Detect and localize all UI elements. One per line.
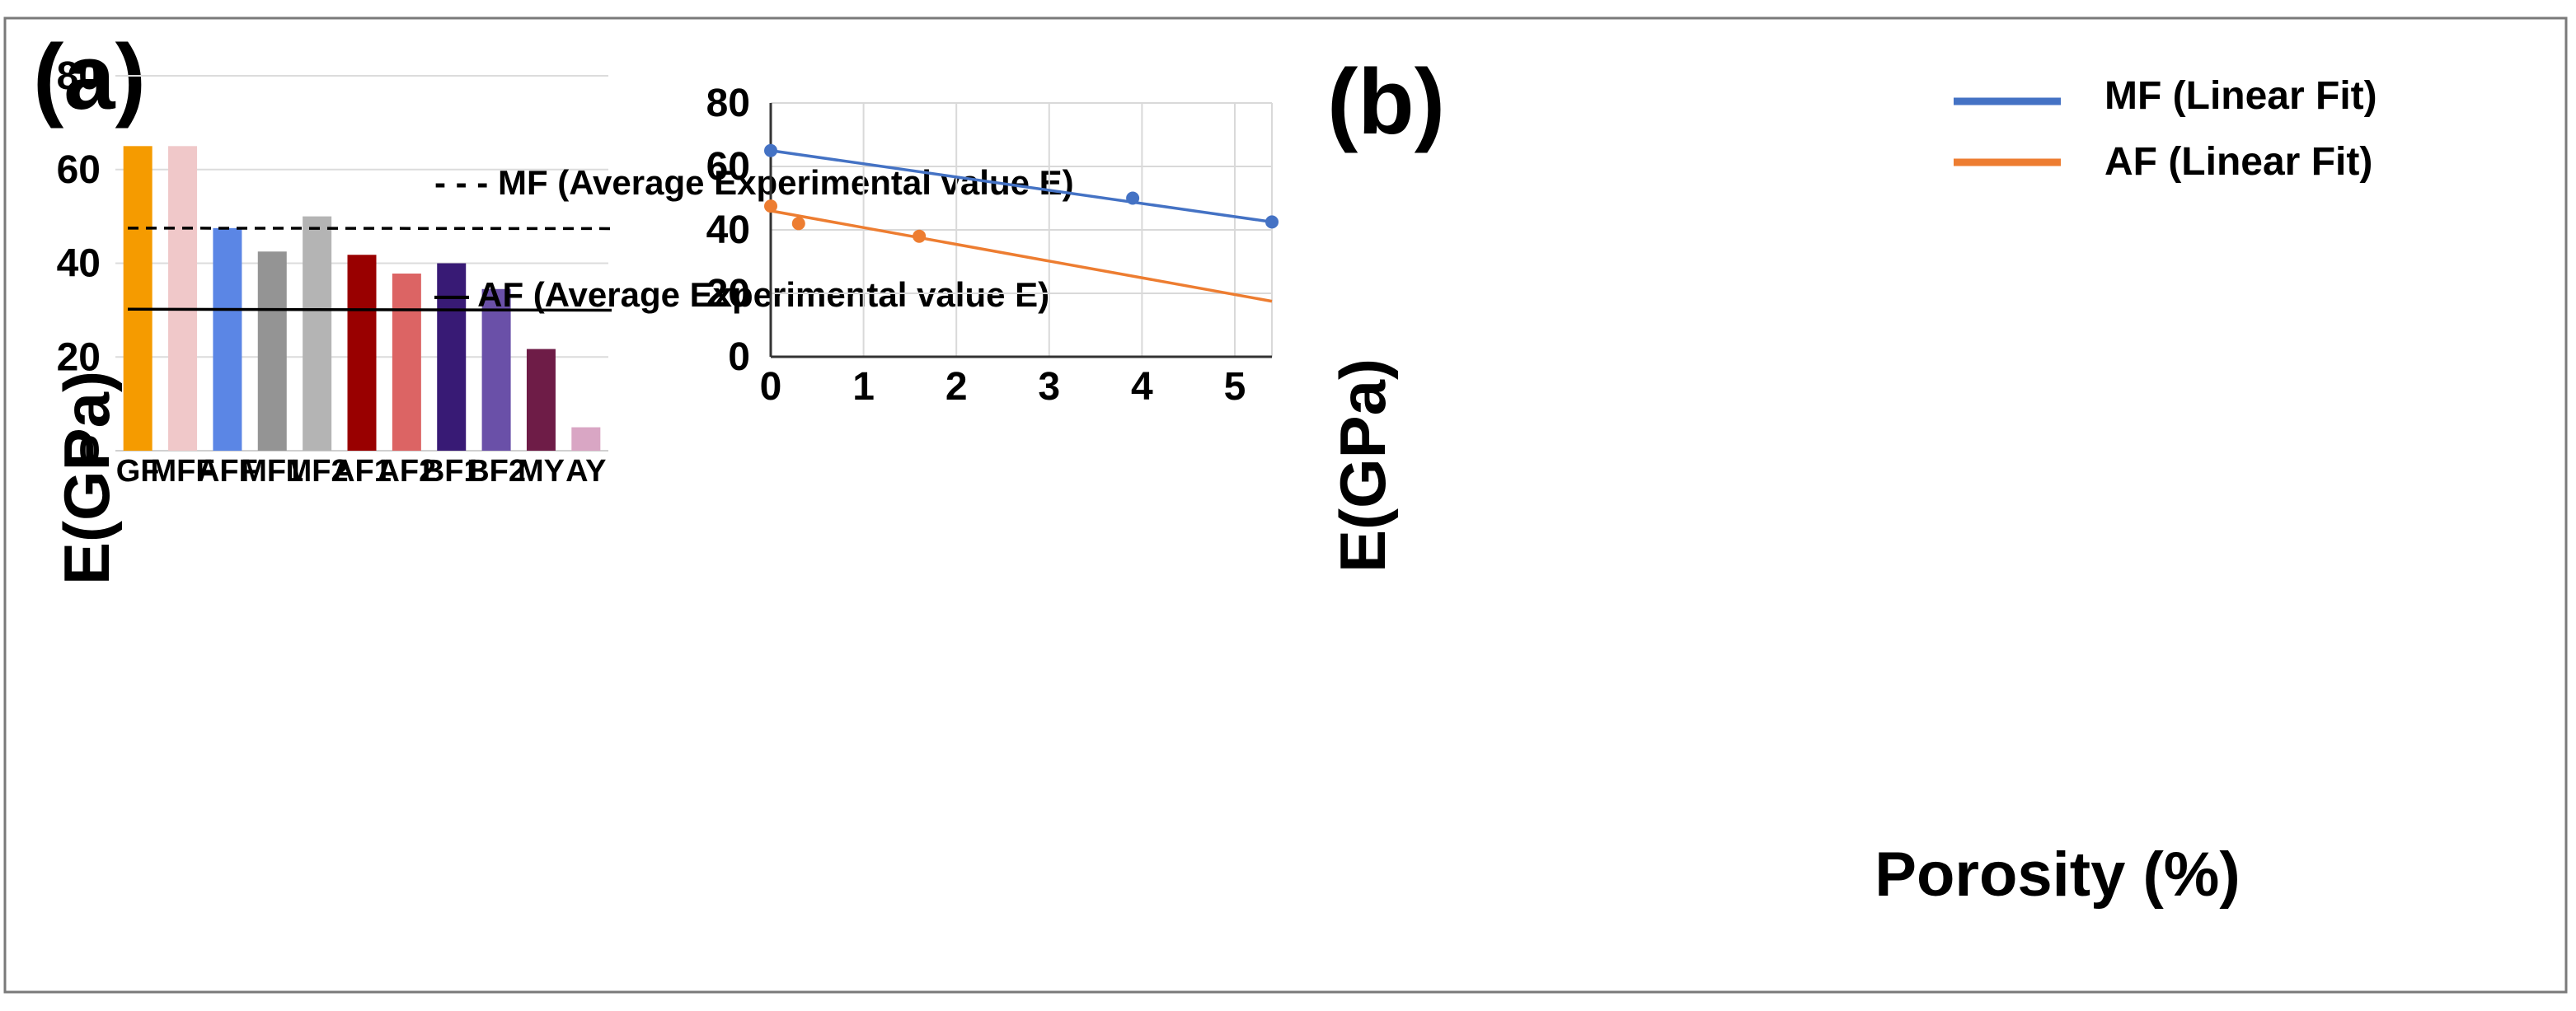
af-data-point [764,199,777,213]
af-average-solid-line [127,307,612,312]
bar-mff [168,146,198,451]
panel-b-label: (b) [1327,50,1445,153]
panel-b-x-tick-label: 5 [1224,365,1246,409]
panel-b-x-tick-label: 2 [945,365,968,409]
panel-b-y-axis-label: E(GPa) [1326,358,1399,573]
panel-a-label: (a) [33,26,146,129]
bar-mf1 [257,251,287,451]
panel-a-bars [123,146,601,451]
category-label-mf2: MF2 [286,454,349,489]
category-label-ay: AY [565,454,606,489]
bar-af2 [392,274,421,451]
legend-mf-fit-label: MF (Linear Fit) [2104,74,2377,118]
mf-data-point [1126,191,1140,205]
panel-b-gridlines [771,102,1273,357]
panel-b-y-tick-label: 40 [706,208,750,252]
bar-my [526,349,556,451]
panel-b-y-tick-label: 80 [706,82,750,125]
figure-border [3,16,2568,994]
category-label-mf1: MF1 [241,454,303,489]
category-label-gf: GF [116,454,160,489]
af-data-point [791,217,805,231]
panel-a-y-tick-label: 0 [78,429,101,473]
bar-ay [571,427,601,451]
bar-aff [213,227,242,451]
legend-af-average-label: — AF (Average Experimental value E) [434,275,1049,314]
panel-b-y-tick-label: 0 [728,335,750,379]
bar-af1 [347,255,377,451]
panel-b-y-tick-label: 20 [706,272,750,316]
bar-bf1 [437,263,467,451]
legend-af-fit-label: AF (Linear Fit) [2104,140,2372,184]
mf-average-dashed-line [127,227,612,231]
panel-a-y-tick-label: 20 [57,335,101,379]
panel-b-x-tick-label: 3 [1038,365,1060,409]
panel-a-reference-lines [127,227,612,312]
panel-b-ticks: 0 20 40 60 80 0 1 2 3 4 5 [706,82,1246,409]
mf-fit-line [770,149,1273,224]
category-label-mff: MFF [151,454,215,489]
panel-a-y-tick-label: 60 [57,148,101,192]
category-label-aff: AFF [197,454,258,489]
mf-data-point [1265,215,1279,229]
category-label-my: MY [518,454,565,489]
af-fit-line [770,209,1273,303]
legend-mf-average-label: - - - MF (Average Experimental value E) [434,163,1074,202]
bar-gf [123,146,152,451]
category-label-af2: AF2 [377,454,436,489]
panel-b-x-tick-label: 0 [760,365,782,409]
category-label-bf2: BF2 [467,454,526,489]
mf-data-point [764,143,777,157]
panel-b-legend: MF (Linear Fit) AF (Linear Fit) [1954,74,2377,184]
panel-a-y-tick-label: 40 [57,242,101,286]
panel-a-y-tick-label: 80 [57,54,101,98]
panel-b-x-axis-label: Porosity (%) [1875,840,2240,910]
panel-b-y-tick-label: 60 [706,145,750,189]
panel-a-y-ticks: 0 20 40 60 80 [57,54,101,473]
panel-b-x-tick-label: 1 [852,365,875,409]
panel-a-y-axis-label: E(GPa) [50,371,123,585]
panel-b-points [764,143,1279,243]
bar-bf2 [481,288,511,451]
category-label-af1: AF1 [332,454,392,489]
af-data-point [913,229,927,243]
panel-b-fit-lines [770,149,1273,303]
bar-mf2 [303,216,332,451]
category-label-bf1: BF1 [422,454,481,489]
panel-b-x-tick-label: 4 [1131,365,1153,409]
